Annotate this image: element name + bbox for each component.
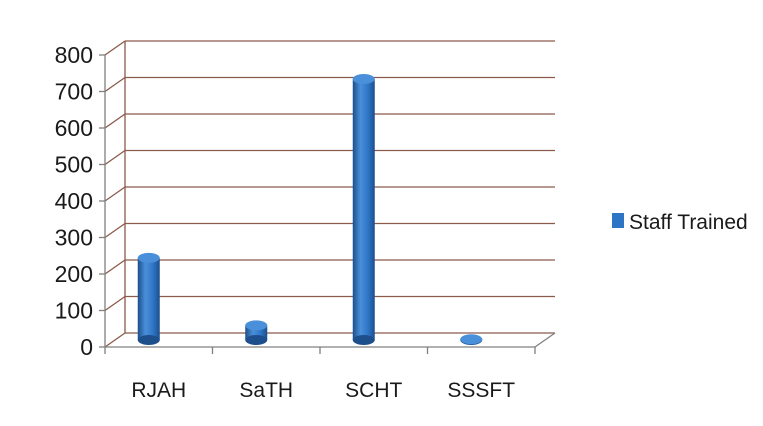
gridline-side bbox=[104, 113, 126, 129]
gridline-side bbox=[104, 295, 126, 312]
gridline-side bbox=[104, 149, 126, 166]
y-tick-label: 600 bbox=[55, 115, 93, 141]
x-category-label: RJAH bbox=[131, 379, 186, 402]
y-tick-label: 0 bbox=[80, 334, 93, 360]
bar-top bbox=[352, 74, 375, 85]
y-tick-label: 100 bbox=[55, 298, 93, 324]
bar-body bbox=[352, 79, 375, 341]
bar bbox=[460, 334, 483, 345]
y-tick-label: 500 bbox=[55, 152, 93, 178]
x-category-label: SaTH bbox=[239, 379, 293, 402]
gridline-side bbox=[104, 76, 126, 93]
x-category-labels: RJAH SaTH SCHT SSSFT bbox=[131, 379, 515, 402]
bar-body bbox=[137, 257, 160, 340]
y-tick-labels: 0 100 200 300 400 500 600 700 800 bbox=[55, 42, 93, 360]
gridlines bbox=[104, 40, 555, 348]
bar-base bbox=[352, 335, 375, 345]
legend-label: Staff Trained bbox=[629, 211, 748, 234]
y-tick-label: 800 bbox=[55, 42, 93, 68]
gridline-side bbox=[104, 186, 126, 202]
gridline-side bbox=[104, 332, 126, 348]
bar-top bbox=[245, 320, 268, 331]
bar-top bbox=[460, 334, 483, 345]
y-tick-label: 700 bbox=[55, 79, 93, 105]
gridline-side bbox=[104, 259, 126, 275]
y-tick-label: 200 bbox=[55, 261, 93, 287]
gridline-side bbox=[104, 222, 126, 239]
bar-top bbox=[137, 252, 160, 263]
bar-base bbox=[137, 335, 160, 345]
bar-base bbox=[245, 335, 268, 345]
gridline-side bbox=[104, 40, 126, 56]
axes bbox=[99, 41, 556, 354]
y-tick-label: 300 bbox=[55, 225, 93, 251]
bars bbox=[137, 74, 483, 345]
bar bbox=[245, 320, 268, 345]
x-category-label: SSSFT bbox=[447, 379, 515, 402]
y-tick-label: 400 bbox=[55, 188, 93, 214]
legend-swatch bbox=[612, 213, 624, 228]
x-category-label: SCHT bbox=[345, 379, 402, 402]
bar bbox=[137, 252, 160, 345]
legend: Staff Trained bbox=[612, 211, 748, 234]
bar bbox=[352, 74, 375, 345]
floor-edge bbox=[534, 332, 556, 348]
